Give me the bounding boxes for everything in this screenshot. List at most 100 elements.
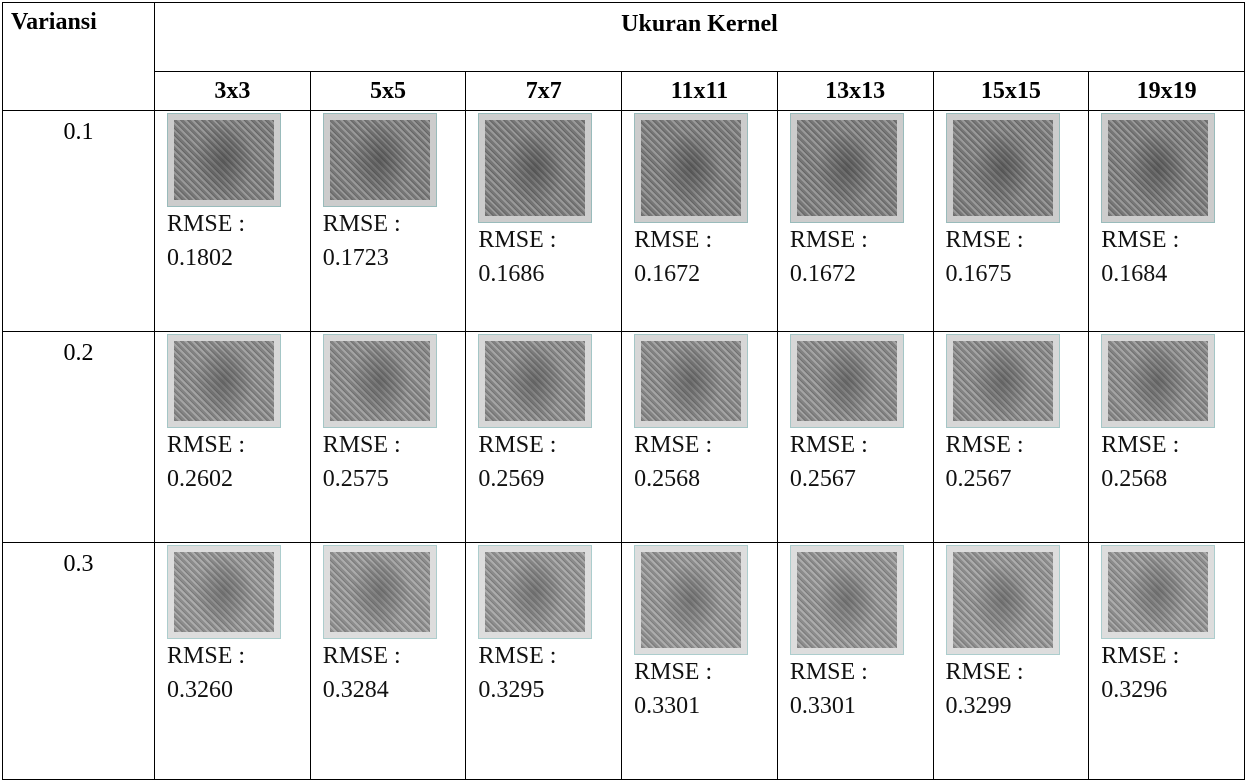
result-image: [946, 545, 1060, 655]
result-image: [478, 334, 592, 428]
result-cell: RMSE :0.1802: [155, 111, 311, 332]
result-cell: RMSE :0.3295: [466, 543, 622, 780]
result-cell: RMSE :0.2567: [933, 332, 1089, 543]
rmse-label: RMSE :: [167, 428, 310, 462]
results-table: Variansi Ukuran Kernel 3x35x57x711x1113x…: [2, 2, 1245, 780]
result-image: [478, 113, 592, 223]
rmse-label: RMSE :: [478, 428, 621, 462]
rmse-value: 0.3284: [323, 673, 466, 707]
rmse-value: 0.3296: [1101, 673, 1244, 707]
result-image: [946, 334, 1060, 428]
result-cell: RMSE :0.2568: [1089, 332, 1245, 543]
kernel-header: Ukuran Kernel: [155, 3, 1245, 72]
rmse-label: RMSE :: [323, 207, 466, 241]
rmse-value: 0.2568: [1101, 462, 1244, 496]
result-image: [323, 113, 437, 207]
rmse-value: 0.2575: [323, 462, 466, 496]
rmse-label: RMSE :: [167, 207, 310, 241]
rmse-label: RMSE :: [478, 639, 621, 673]
rmse-label: RMSE :: [167, 639, 310, 673]
header-row: Variansi Ukuran Kernel: [3, 3, 1245, 72]
result-image: [323, 334, 437, 428]
result-image: [167, 545, 281, 639]
result-image: [167, 113, 281, 207]
result-cell: RMSE :0.3299: [933, 543, 1089, 780]
kernel-size: 3x3: [155, 72, 311, 111]
rmse-label: RMSE :: [790, 428, 933, 462]
rmse-value: 0.3295: [478, 673, 621, 707]
rmse-value: 0.2568: [634, 462, 777, 496]
rmse-value: 0.1672: [790, 257, 933, 291]
rmse-label: RMSE :: [634, 428, 777, 462]
result-cell: RMSE :0.3296: [1089, 543, 1245, 780]
rmse-value: 0.3301: [634, 689, 777, 723]
rmse-label: RMSE :: [946, 428, 1089, 462]
rmse-value: 0.1684: [1101, 257, 1244, 291]
result-image: [1101, 545, 1215, 639]
rmse-value: 0.3299: [946, 689, 1089, 723]
result-cell: RMSE :0.1684: [1089, 111, 1245, 332]
rmse-label: RMSE :: [323, 428, 466, 462]
rmse-label: RMSE :: [946, 655, 1089, 689]
rmse-label: RMSE :: [1101, 428, 1244, 462]
result-cell: RMSE :0.1672: [777, 111, 933, 332]
result-cell: RMSE :0.3260: [155, 543, 311, 780]
result-cell: RMSE :0.1672: [622, 111, 778, 332]
result-cell: RMSE :0.3301: [777, 543, 933, 780]
kernel-size: 13x13: [777, 72, 933, 111]
rmse-value: 0.1675: [946, 257, 1089, 291]
result-image: [790, 545, 904, 655]
result-image: [1101, 113, 1215, 223]
result-image: [790, 334, 904, 428]
rmse-value: 0.3260: [167, 673, 310, 707]
result-cell: RMSE :0.2569: [466, 332, 622, 543]
result-cell: RMSE :0.1686: [466, 111, 622, 332]
variance: 0.1: [3, 111, 155, 332]
rmse-label: RMSE :: [634, 655, 777, 689]
result-image: [323, 545, 437, 639]
result-cell: RMSE :0.2575: [310, 332, 466, 543]
rmse-value: 0.1686: [478, 257, 621, 291]
kernel-size: 19x19: [1089, 72, 1245, 111]
result-image: [790, 113, 904, 223]
rmse-label: RMSE :: [1101, 223, 1244, 257]
result-cell: RMSE :0.3301: [622, 543, 778, 780]
page: Variansi Ukuran Kernel 3x35x57x711x1113x…: [0, 0, 1259, 756]
result-image: [634, 334, 748, 428]
result-image: [167, 334, 281, 428]
result-cell: RMSE :0.3284: [310, 543, 466, 780]
variance: 0.2: [3, 332, 155, 543]
result-cell: RMSE :0.1723: [310, 111, 466, 332]
rmse-value: 0.2569: [478, 462, 621, 496]
rmse-label: RMSE :: [323, 639, 466, 673]
result-cell: RMSE :0.2602: [155, 332, 311, 543]
rmse-label: RMSE :: [946, 223, 1089, 257]
rmse-value: 0.2602: [167, 462, 310, 496]
rmse-label: RMSE :: [478, 223, 621, 257]
result-cell: RMSE :0.2567: [777, 332, 933, 543]
rmse-value: 0.3301: [790, 689, 933, 723]
rmse-value: 0.2567: [946, 462, 1089, 496]
result-cell: RMSE :0.2568: [622, 332, 778, 543]
rmse-label: RMSE :: [790, 223, 933, 257]
variance: 0.3: [3, 543, 155, 780]
result-image: [946, 113, 1060, 223]
rmse-label: RMSE :: [790, 655, 933, 689]
kernel-size: 15x15: [933, 72, 1089, 111]
kernel-size: 5x5: [310, 72, 466, 111]
rmse-label: RMSE :: [634, 223, 777, 257]
result-cell: RMSE :0.1675: [933, 111, 1089, 332]
result-image: [634, 113, 748, 223]
result-image: [1101, 334, 1215, 428]
rmse-label: RMSE :: [1101, 639, 1244, 673]
kernel-size: 7x7: [466, 72, 622, 111]
rmse-value: 0.2567: [790, 462, 933, 496]
rmse-value: 0.1723: [323, 241, 466, 275]
variance-header: Variansi: [3, 3, 155, 111]
rmse-value: 0.1802: [167, 241, 310, 275]
result-image: [478, 545, 592, 639]
